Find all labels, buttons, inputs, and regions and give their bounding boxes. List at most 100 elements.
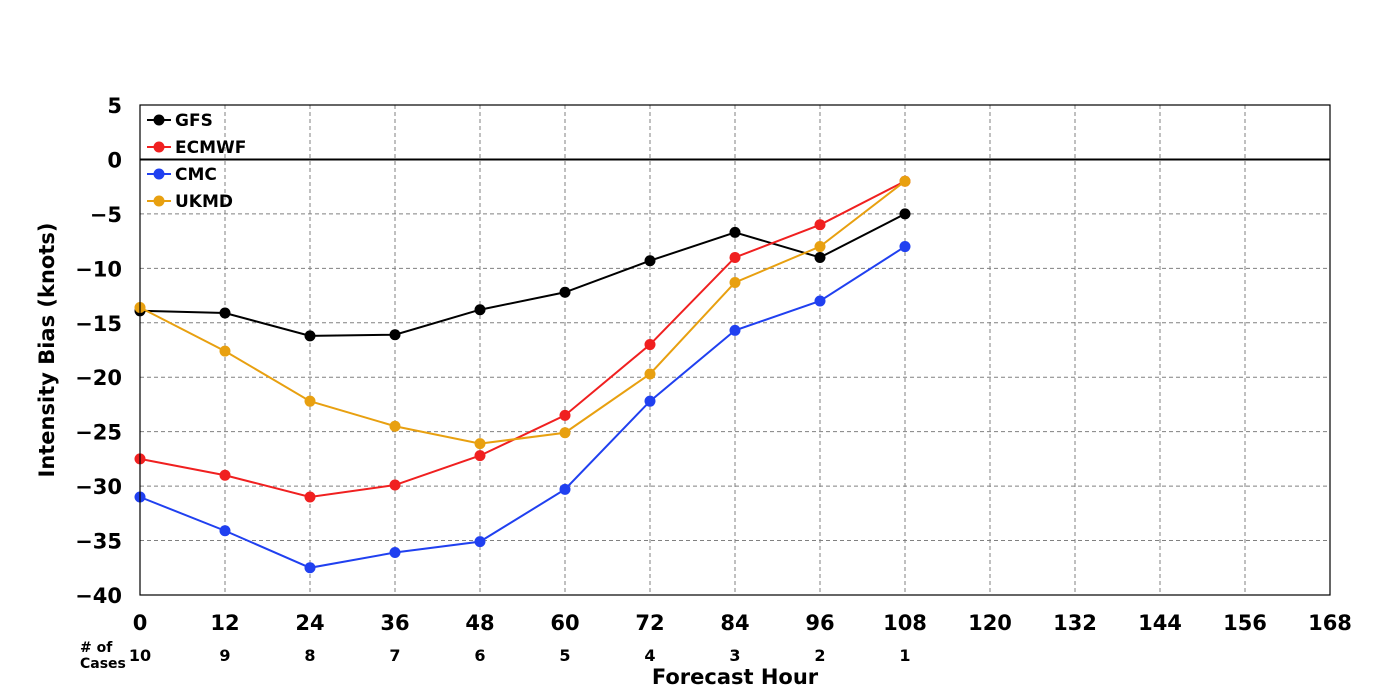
legend-swatch-marker [153,195,165,207]
y-axis-title: Intensity Bias (knots) [35,223,59,478]
y-tick-label: 5 [107,94,122,118]
series-gfs [134,208,911,342]
x-tick-label: 24 [295,611,324,635]
data-point-cmc [559,483,571,495]
data-point-ukmd [644,368,656,380]
data-point-cmc [389,547,401,559]
series-ecmwf [134,175,911,503]
grid [139,104,1331,596]
cases-count: 2 [814,646,825,665]
x-tick-label: 84 [720,611,749,635]
data-point-ecmwf [814,219,826,231]
data-point-ukmd [559,427,571,439]
data-point-cmc [644,395,656,407]
legend-item-gfs: GFS [147,111,213,131]
data-point-ecmwf [474,450,486,462]
data-point-gfs [474,304,486,316]
legend: GFS ECMWF CMC UKMD [147,111,246,212]
legend-swatch-marker [153,141,165,153]
data-point-ecmwf [559,409,571,421]
x-tick-label: 72 [635,611,664,635]
cases-count: 6 [474,646,485,665]
y-tick-label: 0 [107,148,122,172]
x-tick-label: 0 [133,611,148,635]
data-point-gfs [729,226,741,238]
y-tick-label: −5 [90,203,122,227]
y-tick-label: −15 [75,312,122,336]
x-tick-label: 168 [1308,611,1352,635]
y-tick-label: −35 [75,530,122,554]
x-tick-label: 120 [968,611,1012,635]
data-point-cmc [474,536,486,548]
cases-count: 3 [729,646,740,665]
cases-title-line2: Cases [80,656,126,672]
data-point-ukmd [389,420,401,432]
x-tick-label: 36 [380,611,409,635]
x-tick-label: 48 [465,611,494,635]
plot-frame [139,104,1331,596]
y-tick-label: −10 [75,257,122,281]
cases-count: 5 [559,646,570,665]
data-point-ecmwf [644,339,656,351]
cases-count: 4 [644,646,655,665]
data-point-gfs [304,330,316,342]
data-point-gfs [219,307,231,319]
x-tick-label: 96 [805,611,834,635]
legend-item-ecmwf: ECMWF [147,138,246,158]
data-point-gfs [644,255,656,267]
data-point-ukmd [729,276,741,288]
legend-label: UKMD [175,192,233,212]
series-line-cmc [139,245,906,569]
data-point-ukmd [304,395,316,407]
data-point-cmc [219,525,231,537]
x-axis-title: Forecast Hour [652,665,819,689]
series-cmc [134,241,911,574]
cases-row: # of Cases 10 9 8 7 6 5 4 3 2 1 [80,640,911,672]
x-tick-label: 156 [1223,611,1267,635]
data-point-gfs [389,329,401,341]
data-point-ukmd [219,345,231,357]
data-point-ecmwf [729,251,741,263]
series-group [134,175,911,574]
x-tick-label: 132 [1053,611,1097,635]
cases-count: 7 [389,646,400,665]
legend-label: GFS [175,111,213,131]
series-line-gfs [139,212,906,337]
y-tick-label: −40 [75,584,122,608]
x-axis-ticks: 0 12 24 36 48 60 72 84 96 108 120 132 144 156 168 [133,611,1352,635]
series-ukmd [134,175,911,450]
data-point-ukmd [474,438,486,450]
data-point-gfs [814,251,826,263]
cases-count: 1 [899,646,910,665]
data-point-cmc [729,324,741,336]
cases-title-line1: # of [80,640,113,656]
data-point-ukmd [899,175,911,187]
cases-count: 9 [219,646,230,665]
data-point-cmc [304,562,316,574]
y-tick-label: −30 [75,475,122,499]
legend-label: ECMWF [175,138,246,158]
x-tick-label: 144 [1138,611,1182,635]
data-point-cmc [814,295,826,307]
cases-count: 10 [129,646,151,665]
y-tick-label: −20 [75,366,122,390]
legend-item-ukmd: UKMD [147,192,233,212]
x-tick-label: 12 [210,611,239,635]
x-tick-label: 60 [550,611,579,635]
data-point-ukmd [814,241,826,253]
data-point-ecmwf [219,469,231,481]
data-point-ecmwf [389,479,401,491]
data-point-gfs [559,286,571,298]
y-tick-label: −25 [75,421,122,445]
legend-label: CMC [175,165,217,185]
series-line-ecmwf [139,180,906,499]
y-axis-ticks: 5 0 −5 −10 −15 −20 −25 −30 −35 −40 [75,94,122,608]
data-point-ecmwf [304,491,316,503]
legend-swatch-marker [153,168,165,180]
x-tick-label: 108 [883,611,927,635]
legend-swatch-marker [153,114,165,126]
data-point-gfs [899,208,911,220]
series-line-ukmd [139,180,906,445]
legend-item-cmc: CMC [147,165,217,185]
